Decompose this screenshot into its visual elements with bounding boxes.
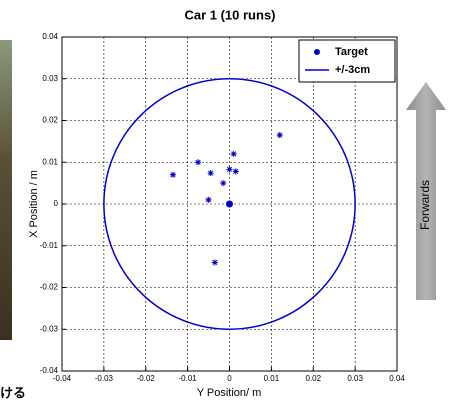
x-tick-label: 0.03 (347, 374, 363, 383)
y-tick-label: 0.02 (42, 116, 58, 125)
run-point (169, 171, 176, 178)
y-tick-label: -0.03 (40, 324, 59, 333)
x-tick-label: 0.04 (389, 374, 405, 383)
run-point (226, 166, 233, 173)
legend-box (298, 39, 396, 83)
y-axis-label: X Position / m (28, 170, 40, 238)
legend-swatch (314, 49, 320, 55)
run-point (230, 150, 237, 157)
x-tick-label: 0.01 (264, 374, 280, 383)
y-tick-label: 0.01 (42, 157, 58, 166)
x-axis-label: Y Position/ m (197, 387, 262, 399)
chart-title: Car 1 (10 runs) (184, 7, 275, 22)
run-point (207, 170, 214, 177)
y-tick-label: 0.03 (42, 74, 58, 83)
x-tick-label: -0.04 (53, 374, 72, 383)
run-point (276, 132, 283, 139)
side-text: ける (0, 385, 26, 400)
forward-arrow (406, 82, 446, 300)
y-tick-label: 0 (54, 199, 59, 208)
run-point (211, 259, 218, 266)
target-point (226, 200, 233, 208)
run-point (232, 168, 239, 175)
legend-label: Target (335, 46, 368, 58)
legend-label: +/-3cm (335, 64, 370, 76)
x-tick-label: -0.01 (179, 374, 198, 383)
x-tick-label: -0.03 (95, 374, 114, 383)
y-tick-label: -0.02 (40, 283, 59, 292)
run-point (195, 159, 202, 166)
run-point (220, 180, 227, 187)
x-tick-label: 0 (227, 374, 232, 383)
run-point (205, 196, 212, 203)
arrow-label: Forwards (418, 180, 432, 230)
y-tick-label: -0.01 (40, 241, 59, 250)
range-circle (103, 78, 356, 330)
photo-strip (0, 40, 12, 340)
x-tick-label: 0.02 (305, 374, 321, 383)
x-tick-label: -0.02 (137, 374, 156, 383)
y-tick-label: -0.04 (40, 366, 59, 375)
y-tick-label: 0.04 (42, 32, 58, 41)
